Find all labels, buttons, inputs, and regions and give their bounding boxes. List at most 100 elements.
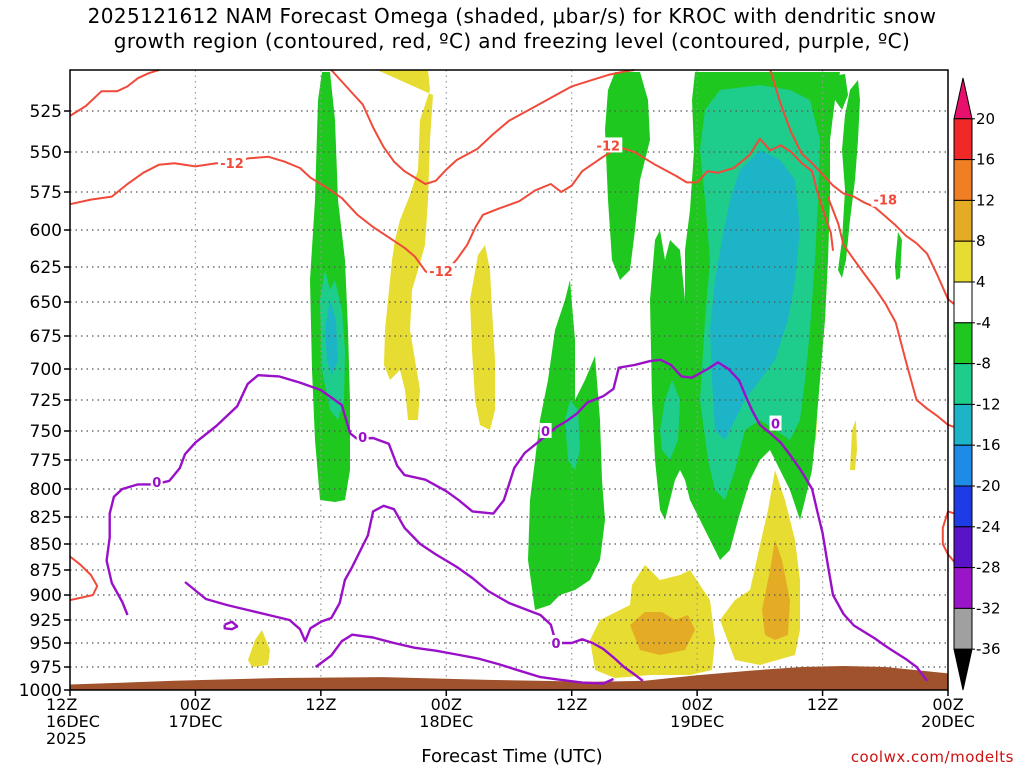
omega-shade-green <box>310 72 350 502</box>
y-tick-label: 1000 <box>19 681 62 701</box>
colorbar-label: 8 <box>976 232 986 250</box>
x-tick-label: 12Z <box>556 695 587 714</box>
contour-labels: -12 -12 -12 -18 0 0 0 0 0 <box>150 137 900 652</box>
contour-label-bg <box>871 191 900 207</box>
omega-shade-yellow <box>377 70 433 420</box>
contour-label-bg <box>594 137 623 153</box>
colorbar-cell <box>953 199 973 242</box>
contour-label: -18 <box>874 194 898 209</box>
omega-shade-green <box>838 80 860 278</box>
colorbar-label: -8 <box>976 355 991 373</box>
contour-label-bg <box>427 263 456 279</box>
y-tick-label: 700 <box>30 360 62 380</box>
temperature-contour <box>69 69 160 117</box>
y-tick-label: 675 <box>30 327 62 347</box>
y-tick-label: 925 <box>30 611 62 631</box>
x-tick-label: 12Z <box>305 695 336 714</box>
x-tick-label: 16DEC <box>46 712 100 731</box>
contour-label: -12 <box>220 157 244 172</box>
plot-frame <box>69 69 949 691</box>
freezing-level-contour <box>223 620 239 631</box>
omega-shade-lightblue <box>325 300 338 375</box>
contour-layer <box>69 69 970 685</box>
y-tick-label: 850 <box>30 535 62 555</box>
temperature-contour <box>769 69 960 309</box>
x-tick-label: 2025 <box>46 729 87 748</box>
contour-label-bg <box>356 428 369 444</box>
contour-label-bg <box>550 635 563 650</box>
colorbar-cell <box>953 444 973 487</box>
colorbar-cell <box>953 567 973 609</box>
colorbar-cell <box>953 322 973 365</box>
contour-label-bg <box>769 415 782 431</box>
colorbar: 20 16 12 8 4 -4 -8 -12 -16 -20 -24 -28 -32 -36 <box>953 77 1001 691</box>
temperature-contour <box>330 69 635 185</box>
contour-label-bg <box>539 423 552 438</box>
colorbar-label: 12 <box>976 191 995 209</box>
x-tick-label: 12Z <box>46 695 77 714</box>
temperature-contour <box>69 555 99 601</box>
y-axis: 525 550 575 600 625 650 675 700 725 750 775 800 825 8… <box>19 102 70 701</box>
contour-label-bg <box>150 474 163 490</box>
omega-shade-green <box>833 74 848 110</box>
omega-shade-orange <box>630 612 695 655</box>
colorbar-cell <box>953 240 973 283</box>
colorbar-label: 4 <box>976 273 986 291</box>
omega-shade-yellow <box>248 630 270 667</box>
x-tick-label: 00Z <box>431 695 462 714</box>
freezing-level-contour <box>314 633 614 685</box>
contour-label: -12 <box>597 139 621 154</box>
y-tick-label: 825 <box>30 508 62 528</box>
y-tick-label: 950 <box>30 634 62 654</box>
omega-shade-orange <box>762 540 790 640</box>
colorbar-cell <box>953 118 973 161</box>
colorbar-cell <box>953 485 973 528</box>
colorbar-label: -12 <box>976 395 1001 413</box>
colorbar-label: -28 <box>976 559 1001 577</box>
colorbar-cell <box>953 607 973 650</box>
terrain-fill <box>70 666 948 690</box>
x-tick-label: 00Z <box>180 695 211 714</box>
title-line-1: 2025121612 NAM Forecast Omega (shaded, μ… <box>87 4 937 28</box>
y-tick-label: 875 <box>30 561 62 581</box>
contour-label: 0 <box>152 476 161 491</box>
freezing-level-contour <box>184 504 644 682</box>
colorbar-label: -24 <box>976 518 1001 536</box>
colorbar-label: 16 <box>976 151 995 169</box>
colorbar-cell <box>953 648 973 691</box>
omega-shade-green <box>528 280 605 610</box>
colorbar-cell <box>953 77 973 120</box>
colorbar-cell <box>953 403 973 446</box>
omega-shade-yellow <box>850 420 857 470</box>
temperature-contour <box>826 196 959 430</box>
contour-label: 0 <box>552 637 561 652</box>
colorbar-label: -20 <box>976 477 1001 495</box>
colorbar-label: -4 <box>976 314 991 332</box>
credit-link[interactable]: coolwx.com/modelts <box>850 748 1014 766</box>
contour-label: 0 <box>771 418 780 433</box>
x-tick-label: 18DEC <box>419 712 473 731</box>
omega-shade-green <box>605 72 650 280</box>
y-tick-label: 750 <box>30 422 62 442</box>
x-axis-label: Forecast Time (UTC) <box>421 746 603 767</box>
y-tick-label: 975 <box>30 658 62 678</box>
x-tick-label: 19DEC <box>670 712 724 731</box>
x-tick-label: 00Z <box>932 695 963 714</box>
contour-label: 0 <box>541 425 550 440</box>
contour-label: -12 <box>429 265 453 280</box>
omega-shade-lightblue <box>710 150 800 440</box>
y-tick-label: 625 <box>30 258 62 278</box>
colorbar-cell <box>953 281 973 324</box>
omega-shade-green <box>895 232 902 280</box>
colorbar-label: -36 <box>976 640 1001 658</box>
y-tick-label: 725 <box>30 391 62 411</box>
terrain-layer <box>70 666 948 690</box>
omega-shade-teal <box>565 400 580 470</box>
x-tick-label: 20DEC <box>921 712 975 731</box>
colorbar-cell <box>953 526 973 569</box>
colorbar-cell <box>953 363 973 405</box>
colorbar-label: -16 <box>976 436 1001 454</box>
y-tick-label: 800 <box>30 480 62 500</box>
